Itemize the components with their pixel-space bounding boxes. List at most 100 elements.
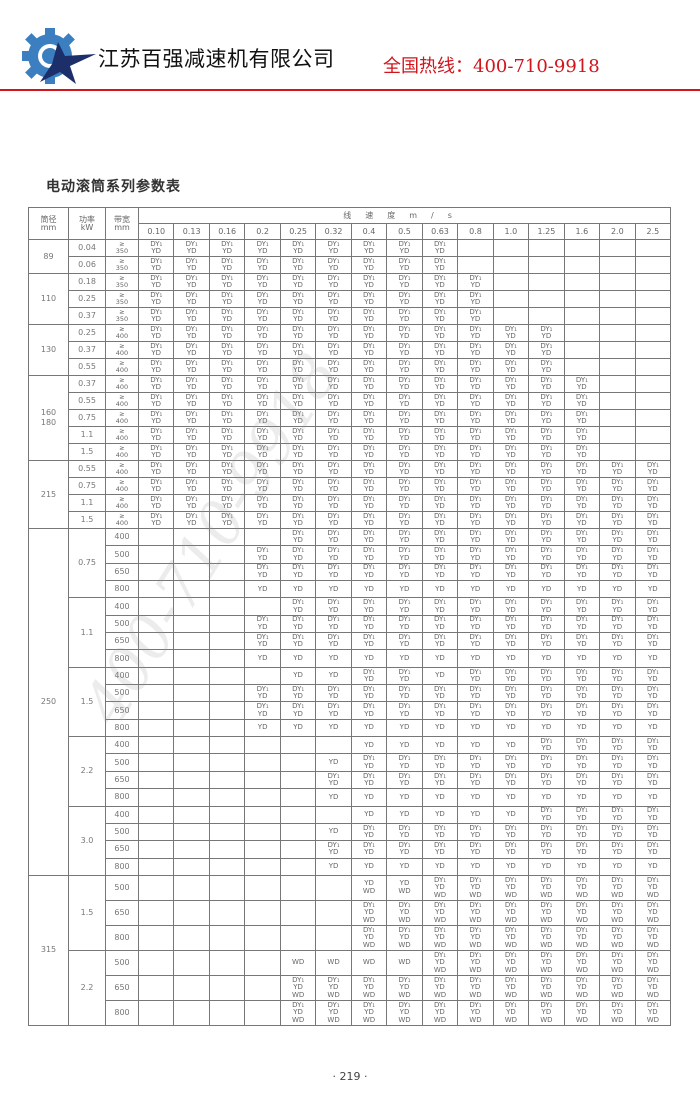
power-cell: 0.75 [68,477,106,495]
model-cell: DY₁ YD [208,239,246,257]
model-cell [208,545,246,564]
model-cell: DY₁ YD [421,443,459,461]
model-cell: DY₁ YD [528,805,565,824]
model-cell: DY₁ YD [634,684,672,703]
model-cell [137,614,175,634]
model-cell: DY₁ YD [599,684,636,703]
power-cell: 0.55 [68,392,106,410]
table-row: 800 YD YD YD YD YD YD YD YD YD YD [29,788,672,807]
model-cell: DY₁ YD [208,409,246,427]
model-cell: YD [315,822,352,842]
model-cell: DY₁ YD [599,632,636,651]
power-cell: 0.25 [68,290,106,308]
belt-width-cell: ≥ 400 [105,409,139,427]
model-cell: DY₁ YD [315,494,352,512]
model-cell: DY₁ YD [563,409,601,427]
model-cell: DY₁ YD [173,375,210,393]
model-cell: DY₁ YD [350,822,388,842]
belt-width-cell: ≥ 350 [105,239,139,257]
model-cell: YD [528,788,565,807]
model-cell: WD [350,949,388,976]
model-cell: DY₁ YD [279,460,317,478]
model-cell [173,632,210,651]
model-cell [137,736,175,755]
model-cell: DY₁ YD WD [386,974,423,1001]
model-cell: DY₁ YD WD [492,974,530,1001]
model-cell [137,840,175,859]
speed-header-cell: 0.32 [315,223,352,240]
model-cell: DY₁ YD [492,460,530,478]
model-cell: DY₁ YD [279,494,317,512]
belt-width-cell: 800 [105,999,139,1026]
model-cell: DY₁ YD [279,341,317,359]
model-cell: DY₁ YD [386,684,423,703]
model-cell: DY₁ YD [173,341,210,359]
model-cell [173,753,210,772]
model-cell [208,666,246,686]
model-cell: DY₁ YD [492,494,530,512]
model-cell [244,527,281,547]
model-cell [208,684,246,703]
model-cell [137,684,175,703]
model-cell: DY₁ YD [315,684,352,703]
model-cell: DY₁ YD [599,477,636,495]
model-cell: DY₁ YD [137,324,175,342]
model-cell: DY₁ YD WD [563,874,601,901]
model-cell: DY₁ YD [528,770,565,790]
power-cell: 0.75 [68,527,106,599]
model-cell: DY₁ YD [457,392,494,410]
model-cell: DY₁ YD [421,701,459,720]
table-row: 1.5 400 YD YD DY₁ YD DY₁ YD YD DY₁ YD DY₁ YD DY₁ … [29,666,672,738]
model-cell [173,580,210,599]
model-cell: DY₁ YD [350,684,388,703]
model-cell: DY₁ YD [457,770,494,790]
model-cell: DY₁ YD [244,409,281,427]
model-cell: YD [421,718,459,738]
model-cell: DY₁ YD [350,239,388,257]
speed-header-cell: 0.8 [457,223,494,240]
model-cell: DY₁ YD WD [599,949,636,976]
power-cell: 0.18 [68,273,106,291]
model-cell: DY₁ YD [279,392,317,410]
model-cell [599,256,636,274]
header-belt-width: 带宽 mm [105,207,139,240]
model-cell: DY₁ YD [634,511,672,529]
model-cell: DY₁ YD [421,256,459,274]
belt-width-cell: ≥ 400 [105,341,139,359]
power-cell: 0.04 [68,239,106,257]
model-cell [137,822,175,842]
model-cell [634,273,672,291]
model-cell: DY₁ YD WD [528,874,565,901]
power-cell: 0.25 [68,324,106,342]
model-cell [208,874,246,901]
model-cell: DY₁ YD [350,290,388,308]
model-cell [563,273,601,291]
model-cell: DY₁ YD WD [457,874,494,901]
model-cell: DY₁ YD [350,341,388,359]
model-cell: DY₁ YD [350,840,388,859]
model-cell: DY₁ YD [634,614,672,634]
model-cell: DY₁ YD [386,324,423,342]
table-row: 500 YD DY₁ YD DY₁ YD DY₁ YD DY₁ YD DY₁ YD DY₁ Y… [29,753,672,772]
model-cell [279,874,317,901]
model-cell: DY₁ YD [599,736,636,755]
model-cell: DY₁ YD [457,341,494,359]
model-cell: DY₁ YD [279,409,317,427]
diameter-cell: 89 [28,239,69,274]
model-cell: DY₁ YD [563,736,601,755]
model-cell: DY₁ YD WD [421,874,459,901]
model-cell [208,822,246,842]
model-cell [244,666,281,686]
model-cell: DY₁ YD [386,256,423,274]
table-row: 0.25 ≥ 350 DY₁ YD DY₁ YD DY₁ YD DY₁ YD DY₁ YD D… [29,290,672,308]
model-cell: YD [421,666,459,686]
power-cell: 2.2 [68,736,106,807]
model-cell: YD [386,718,423,738]
model-cell: DY₁ YD [421,822,459,842]
model-cell: DY₁ YD [563,840,601,859]
model-cell: DY₁ YD WD [492,874,530,901]
model-cell [208,753,246,772]
model-cell: DY₁ YD [563,527,601,547]
model-cell: DY₁ YD [457,527,494,547]
model-cell: DY₁ YD [244,392,281,410]
